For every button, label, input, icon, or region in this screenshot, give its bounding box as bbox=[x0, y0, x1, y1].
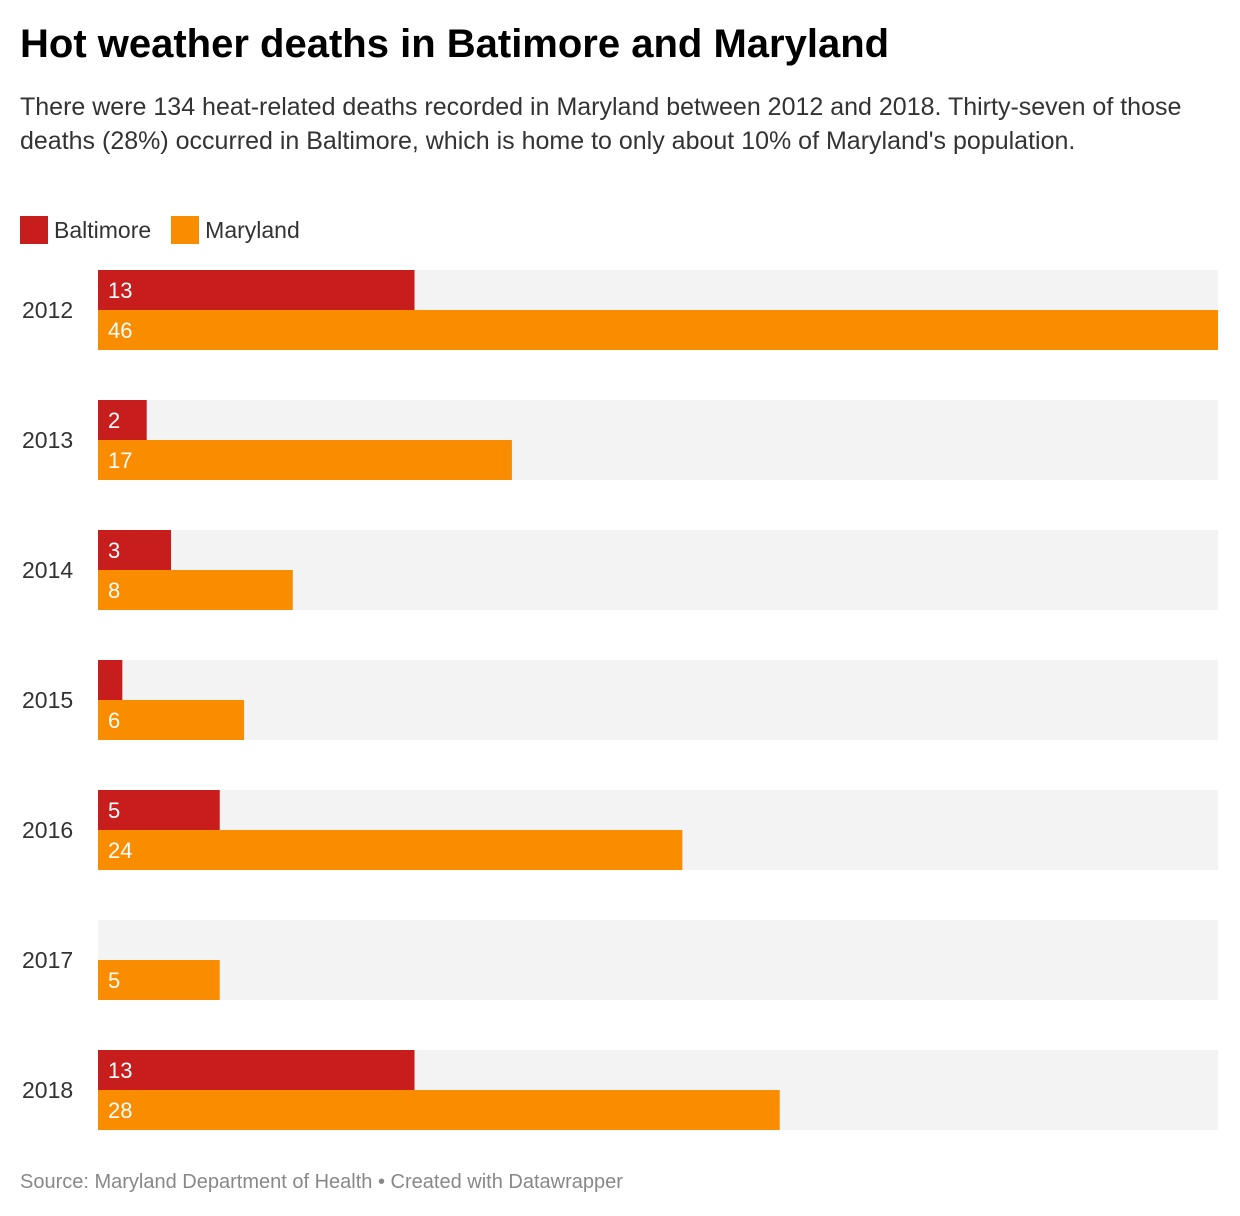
bar-maryland-2013 bbox=[98, 440, 512, 480]
category-label-2018: 2018 bbox=[22, 1077, 73, 1103]
chart-subtitle: There were 134 heat-related deaths recor… bbox=[20, 93, 1182, 155]
bar-baltimore-2016 bbox=[98, 790, 220, 830]
source-footer: Source: Maryland Department of Health • … bbox=[20, 1168, 623, 1196]
category-label-2012: 2012 bbox=[22, 297, 73, 323]
bar-baltimore-2018 bbox=[98, 1050, 415, 1090]
bar-maryland-2012 bbox=[98, 310, 1218, 350]
bar-maryland-2018 bbox=[98, 1090, 780, 1130]
legend-item-baltimore: Baltimore bbox=[20, 216, 151, 244]
bar-maryland-2016 bbox=[98, 830, 683, 870]
bar-baltimore-2012 bbox=[98, 270, 415, 310]
category-label-2014: 2014 bbox=[22, 557, 73, 583]
data-label-maryland-2014: 8 bbox=[108, 578, 120, 603]
footer-separator: • bbox=[377, 1171, 385, 1193]
data-label-maryland-2017: 5 bbox=[108, 968, 120, 993]
data-label-maryland-2015: 6 bbox=[108, 708, 120, 733]
data-label-baltimore-2013: 2 bbox=[108, 408, 120, 433]
source-text: Source: Maryland Department of Health bbox=[20, 1171, 373, 1193]
legend-label-baltimore: Baltimore bbox=[54, 216, 152, 243]
legend-swatch-maryland bbox=[171, 216, 200, 244]
bar-maryland-2015 bbox=[98, 700, 245, 740]
bar-baltimore-2015 bbox=[98, 660, 123, 700]
bar-maryland-2014 bbox=[98, 570, 293, 610]
category-label-2016: 2016 bbox=[22, 817, 73, 843]
bar-track-2017 bbox=[98, 920, 1218, 1000]
legend: Baltimore Maryland bbox=[20, 214, 320, 246]
data-label-baltimore-2014: 3 bbox=[108, 538, 120, 563]
category-label-2013: 2013 bbox=[22, 427, 73, 453]
data-label-baltimore-2016: 5 bbox=[108, 798, 120, 823]
legend-swatch-baltimore bbox=[20, 216, 48, 244]
data-label-maryland-2012: 46 bbox=[108, 318, 132, 343]
credit-text: Created with Datawrapper bbox=[390, 1171, 623, 1193]
legend-label-maryland: Maryland bbox=[205, 216, 300, 243]
bar-track-2015 bbox=[98, 660, 1218, 740]
data-label-baltimore-2018: 13 bbox=[108, 1058, 132, 1083]
category-label-2015: 2015 bbox=[22, 687, 73, 713]
chart-title: Hot weather deaths in Batimore and Maryl… bbox=[20, 22, 890, 66]
bar-baltimore-2013 bbox=[98, 400, 147, 440]
bar-baltimore-2014 bbox=[98, 530, 172, 570]
category-label-2017: 2017 bbox=[22, 947, 73, 973]
data-label-maryland-2018: 28 bbox=[108, 1098, 132, 1123]
legend-item-maryland: Maryland bbox=[171, 216, 300, 244]
data-label-baltimore-2012: 13 bbox=[108, 278, 132, 303]
data-label-maryland-2013: 17 bbox=[108, 448, 132, 473]
bar-maryland-2017 bbox=[98, 960, 220, 1000]
data-label-maryland-2016: 24 bbox=[108, 838, 132, 863]
